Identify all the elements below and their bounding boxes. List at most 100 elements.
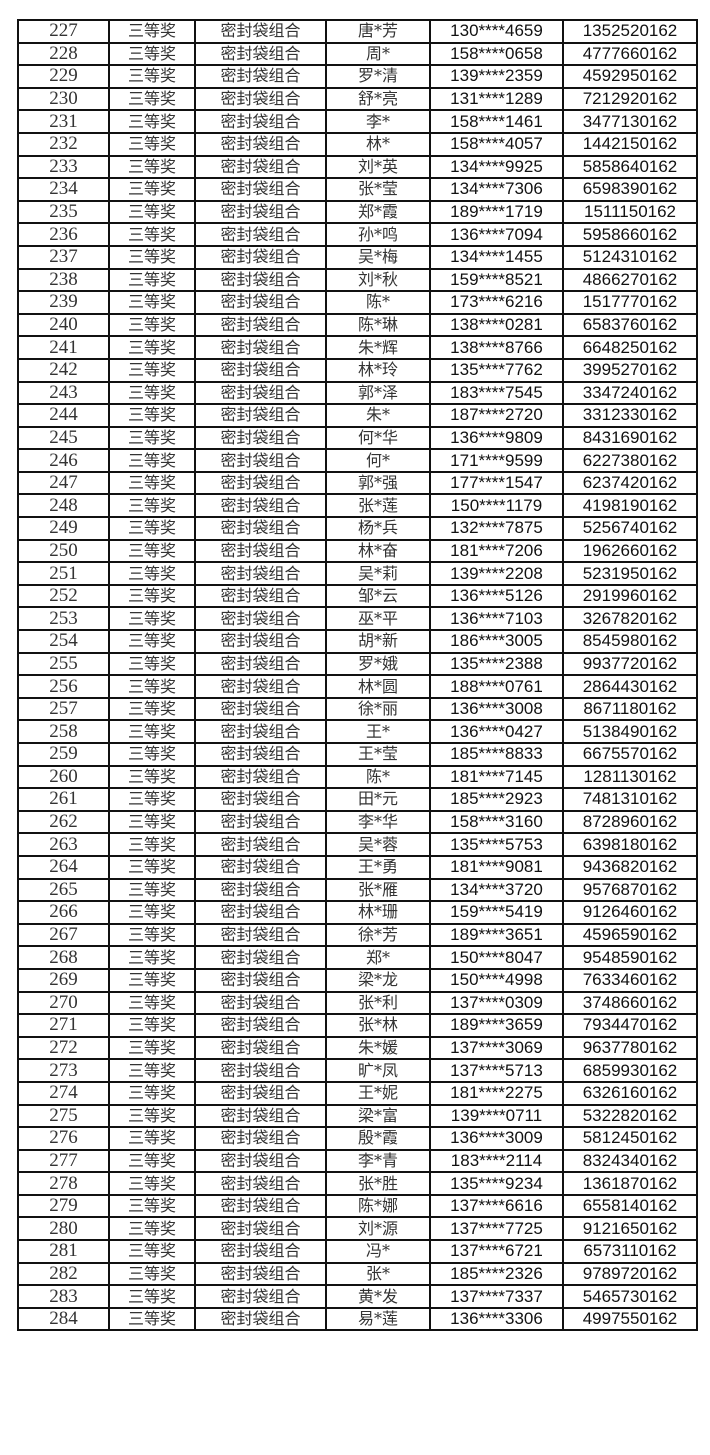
phone-number-cell: 185****2326 [429,1261,564,1287]
table-row: 264 三等奖 密封袋组合 王*勇 181****9081 9436820162 [17,854,698,880]
row-number-cell: 280 [17,1216,110,1242]
row-number-cell: 237 [17,244,110,270]
prize-name-cell: 密封袋组合 [194,1126,327,1151]
table-row: 275 三等奖 密封袋组合 梁*富 139****0711 5322820162 [17,1103,698,1129]
prize-name-cell: 密封袋组合 [194,470,327,496]
table-row: 270 三等奖 密封袋组合 张*利 137****0309 3748660162 [17,990,698,1016]
code-cell: 4997550162 [562,1306,698,1332]
code-cell: 5138490162 [562,719,698,744]
prize-name-cell: 密封袋组合 [194,606,327,632]
prize-level-cell: 三等奖 [108,651,196,677]
phone-number-cell: 183****2114 [429,1148,564,1174]
phone-number-cell: 139****0711 [429,1103,564,1129]
prize-name-cell: 密封袋组合 [194,335,327,360]
prize-level-cell: 三等奖 [108,516,196,541]
winner-name-cell: 张*莹 [325,177,431,202]
row-number-cell: 256 [17,674,110,699]
code-cell: 6598390162 [562,177,698,202]
prize-level-cell: 三等奖 [108,448,196,473]
prize-level-cell: 三等奖 [108,403,196,428]
winner-name-cell: 王* [325,719,431,744]
code-cell: 1281130162 [562,764,698,790]
table-row: 276 三等奖 密封袋组合 殷*霞 136****3009 5812450162 [17,1126,698,1151]
row-number-cell: 276 [17,1126,110,1151]
table-row: 259 三等奖 密封袋组合 王*莹 185****8833 6675570162 [17,742,698,767]
row-number-cell: 261 [17,787,110,812]
code-cell: 8671180162 [562,696,698,722]
code-cell: 6398180162 [562,832,698,857]
winner-name-cell: 林*玲 [325,357,431,383]
prize-level-cell: 三等奖 [108,764,196,790]
prize-name-cell: 密封袋组合 [194,696,327,722]
row-number-cell: 262 [17,809,110,835]
code-cell: 6237420162 [562,470,698,496]
phone-number-cell: 188****0761 [429,674,564,699]
code-cell: 4866270162 [562,267,698,293]
winner-name-cell: 刘*源 [325,1216,431,1242]
code-cell: 4198190162 [562,493,698,519]
prize-level-cell: 三等奖 [108,357,196,383]
prize-level-cell: 三等奖 [108,425,196,451]
table-row: 278 三等奖 密封袋组合 张*胜 135****9234 1361870162 [17,1171,698,1196]
prize-level-cell: 三等奖 [108,990,196,1016]
row-number-cell: 264 [17,854,110,880]
prize-name-cell: 密封袋组合 [194,448,327,473]
winner-name-cell: 易*莲 [325,1306,431,1332]
row-number-cell: 272 [17,1035,110,1061]
table-row: 227 三等奖 密封袋组合 唐*芳 130****4659 1352520162 [17,19,698,44]
table-row: 274 三等奖 密封袋组合 王*妮 181****2275 6326160162 [17,1080,698,1106]
table-row: 253 三等奖 密封袋组合 巫*平 136****7103 3267820162 [17,606,698,632]
row-number-cell: 258 [17,719,110,744]
table-row: 282 三等奖 密封袋组合 张* 185****2326 9789720162 [17,1261,698,1287]
prize-name-cell: 密封袋组合 [194,1013,327,1038]
row-number-cell: 236 [17,222,110,247]
row-number-cell: 270 [17,990,110,1016]
prize-level-cell: 三等奖 [108,1080,196,1106]
table-row: 269 三等奖 密封袋组合 梁*龙 150****4998 7633460162 [17,967,698,993]
prize-level-cell: 三等奖 [108,945,196,970]
prize-level-cell: 三等奖 [108,470,196,496]
code-cell: 4777660162 [562,41,698,67]
winner-name-cell: 张* [325,1261,431,1287]
phone-number-cell: 137****7725 [429,1216,564,1242]
winner-name-cell: 林*奋 [325,538,431,564]
prize-level-cell: 三等奖 [108,696,196,722]
prize-level-cell: 三等奖 [108,1261,196,1287]
table-row: 245 三等奖 密封袋组合 何*华 136****9809 8431690162 [17,425,698,451]
winner-name-cell: 周* [325,41,431,67]
code-cell: 5231950162 [562,561,698,586]
code-cell: 9121650162 [562,1216,698,1242]
code-cell: 1361870162 [562,1171,698,1196]
row-number-cell: 259 [17,742,110,767]
winner-name-cell: 郭*强 [325,470,431,496]
table-row: 229 三等奖 密封袋组合 罗*清 139****2359 4592950162 [17,64,698,89]
prize-name-cell: 密封袋组合 [194,945,327,970]
code-cell: 1352520162 [562,19,698,44]
code-cell: 6648250162 [562,335,698,360]
phone-number-cell: 158****0658 [429,41,564,67]
table-row: 267 三等奖 密封袋组合 徐*芳 189****3651 4596590162 [17,922,698,948]
winner-name-cell: 李* [325,109,431,134]
code-cell: 7481310162 [562,787,698,812]
phone-number-cell: 183****7545 [429,380,564,406]
prize-level-cell: 三等奖 [108,109,196,134]
phone-number-cell: 135****9234 [429,1171,564,1196]
prize-level-cell: 三等奖 [108,877,196,903]
prize-name-cell: 密封袋组合 [194,516,327,541]
phone-number-cell: 136****7103 [429,606,564,632]
winner-name-cell: 张*利 [325,990,431,1016]
phone-number-cell: 131****1289 [429,86,564,112]
row-number-cell: 267 [17,922,110,948]
prize-level-cell: 三等奖 [108,1126,196,1151]
prize-name-cell: 密封袋组合 [194,922,327,948]
prize-name-cell: 密封袋组合 [194,854,327,880]
phone-number-cell: 137****5713 [429,1058,564,1083]
phone-number-cell: 159****8521 [429,267,564,293]
row-number-cell: 263 [17,832,110,857]
winner-name-cell: 胡*新 [325,629,431,654]
winner-name-cell: 王*莹 [325,742,431,767]
prize-level-cell: 三等奖 [108,922,196,948]
table-row: 255 三等奖 密封袋组合 罗*娥 135****2388 9937720162 [17,651,698,677]
prize-name-cell: 密封袋组合 [194,1216,327,1242]
prize-name-cell: 密封袋组合 [194,1035,327,1061]
